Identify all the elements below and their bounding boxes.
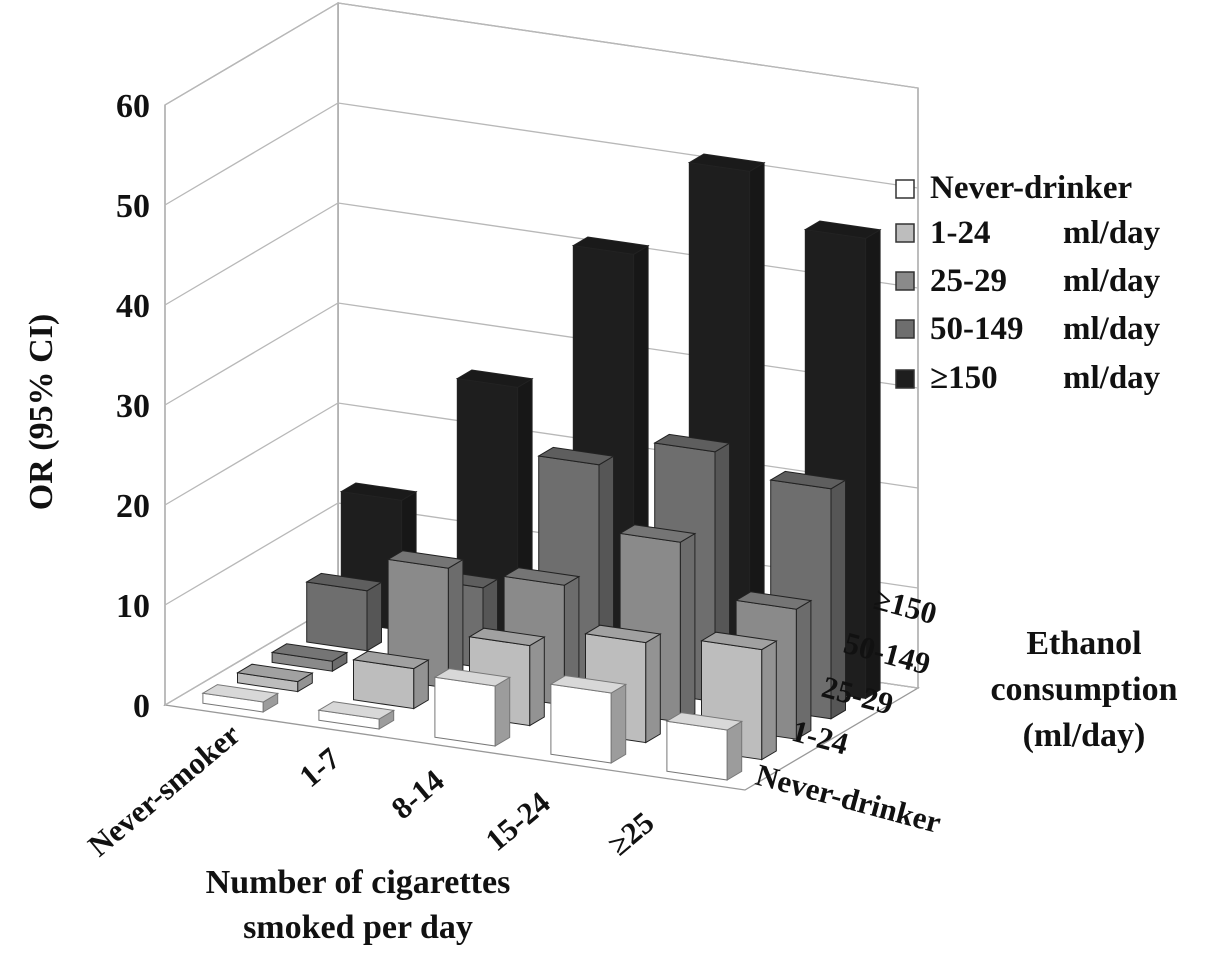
bar-top (571, 236, 650, 255)
bar-front (550, 683, 612, 764)
legend-swatch-50-149 (895, 319, 915, 339)
legend: Never-drinker 1-24 ml/day 25-29 ml/day 5… (895, 170, 1161, 396)
bar-Never-drinker-≥25 (665, 712, 744, 781)
y-tick-30: 30 (116, 388, 150, 425)
bar-top (455, 369, 534, 388)
z-axis-title-line-2: consumption (990, 671, 1177, 708)
bar-side (529, 636, 545, 727)
bar-top (584, 624, 662, 644)
bar-top (201, 684, 280, 703)
x-axis-title: Number of cigarettes smoked per day (206, 864, 511, 946)
bar-top (734, 591, 813, 610)
bar-top (236, 663, 314, 683)
bars (201, 153, 882, 781)
y-tick-50: 50 (116, 188, 150, 225)
bar-side (726, 720, 743, 781)
bar-side (645, 633, 661, 744)
bar-side (679, 532, 696, 724)
bar-top (665, 712, 744, 731)
bar-top (700, 631, 778, 651)
bar-side (494, 676, 511, 747)
bar-top (549, 675, 628, 694)
bar-top (468, 627, 546, 647)
x-tick-ge25: ≥25 (601, 805, 660, 863)
bar-top (352, 650, 430, 670)
y-tick-labels: 0 10 20 30 40 50 60 (116, 88, 150, 725)
bar-side (865, 228, 881, 700)
bar-top (305, 572, 383, 592)
legend-unit-1-24: ml/day (1063, 215, 1161, 251)
legend-swatch-25-29 (895, 271, 915, 291)
x-tick-never-smoker: Never-smoker (81, 716, 247, 863)
bar-top (317, 701, 396, 720)
y-tick-60: 60 (116, 88, 150, 125)
gridline-60 (164, 2, 919, 106)
bar-50-149-Never-smoker (305, 572, 383, 652)
bar-top (687, 153, 766, 172)
depth-tick-never-drinker: Never-drinker (752, 757, 945, 840)
bar-top (618, 524, 697, 543)
bar-side (761, 640, 777, 761)
bar-top (502, 567, 581, 586)
y-tick-10: 10 (116, 588, 150, 625)
legend-swatch-never-drinker (895, 179, 915, 199)
y-tick-0: 0 (133, 688, 150, 725)
legend-label-ge150: ≥150 (930, 360, 998, 396)
bar-Never-drinker-Never-smoker (201, 684, 280, 713)
bar-Never-drinker-15-24 (549, 675, 628, 764)
legend-swatch-ge150 (895, 369, 915, 389)
legend-label-50-149: 50-149 (930, 311, 1024, 347)
x-tick-1-7: 1-7 (292, 741, 346, 794)
bar-Never-drinker-8-14 (433, 668, 512, 747)
bar-top (803, 220, 882, 239)
bar-Never-drinker-1-7 (317, 701, 396, 730)
legend-unit-50-149: ml/day (1063, 311, 1161, 347)
bar-side (610, 683, 627, 764)
legend-label-never-drinker: Never-drinker (930, 170, 1132, 206)
bar-side (366, 581, 382, 652)
bar-front (666, 720, 728, 781)
bar-top (433, 668, 512, 687)
z-axis-title-line-3: (ml/day) (1023, 717, 1146, 754)
legend-label-25-29: 25-29 (930, 263, 1007, 299)
x-tick-8-14: 8-14 (384, 763, 450, 826)
legend-unit-25-29: ml/day (1063, 263, 1161, 299)
x-axis-title-line-1: Number of cigarettes (206, 864, 511, 901)
y-axis-title: OR (95% CI) (23, 314, 60, 510)
bar-top (339, 482, 418, 501)
bar-25-29-Never-smoker (270, 643, 349, 673)
bar-top (653, 433, 731, 453)
bar-top (270, 643, 349, 662)
legend-unit-ge150: ml/day (1063, 360, 1161, 396)
bar-top (386, 550, 465, 569)
y-tick-40: 40 (116, 288, 150, 325)
bar-1-24-1-7 (352, 650, 430, 710)
bar-1-24-Never-smoker (236, 663, 314, 693)
legend-label-1-24: 1-24 (930, 215, 991, 251)
bar-front (306, 581, 368, 652)
z-axis-title: Ethanol consumption (ml/day) (990, 625, 1177, 754)
y-tick-20: 20 (116, 488, 150, 525)
bar-top (537, 446, 615, 466)
legend-swatch-1-24 (895, 223, 915, 243)
bar-top (769, 470, 847, 490)
x-axis-title-line-2: smoked per day (243, 909, 473, 946)
bar-front (434, 676, 496, 747)
x-tick-15-24: 15-24 (479, 785, 557, 858)
z-axis-title-line-1: Ethanol (1026, 625, 1141, 662)
